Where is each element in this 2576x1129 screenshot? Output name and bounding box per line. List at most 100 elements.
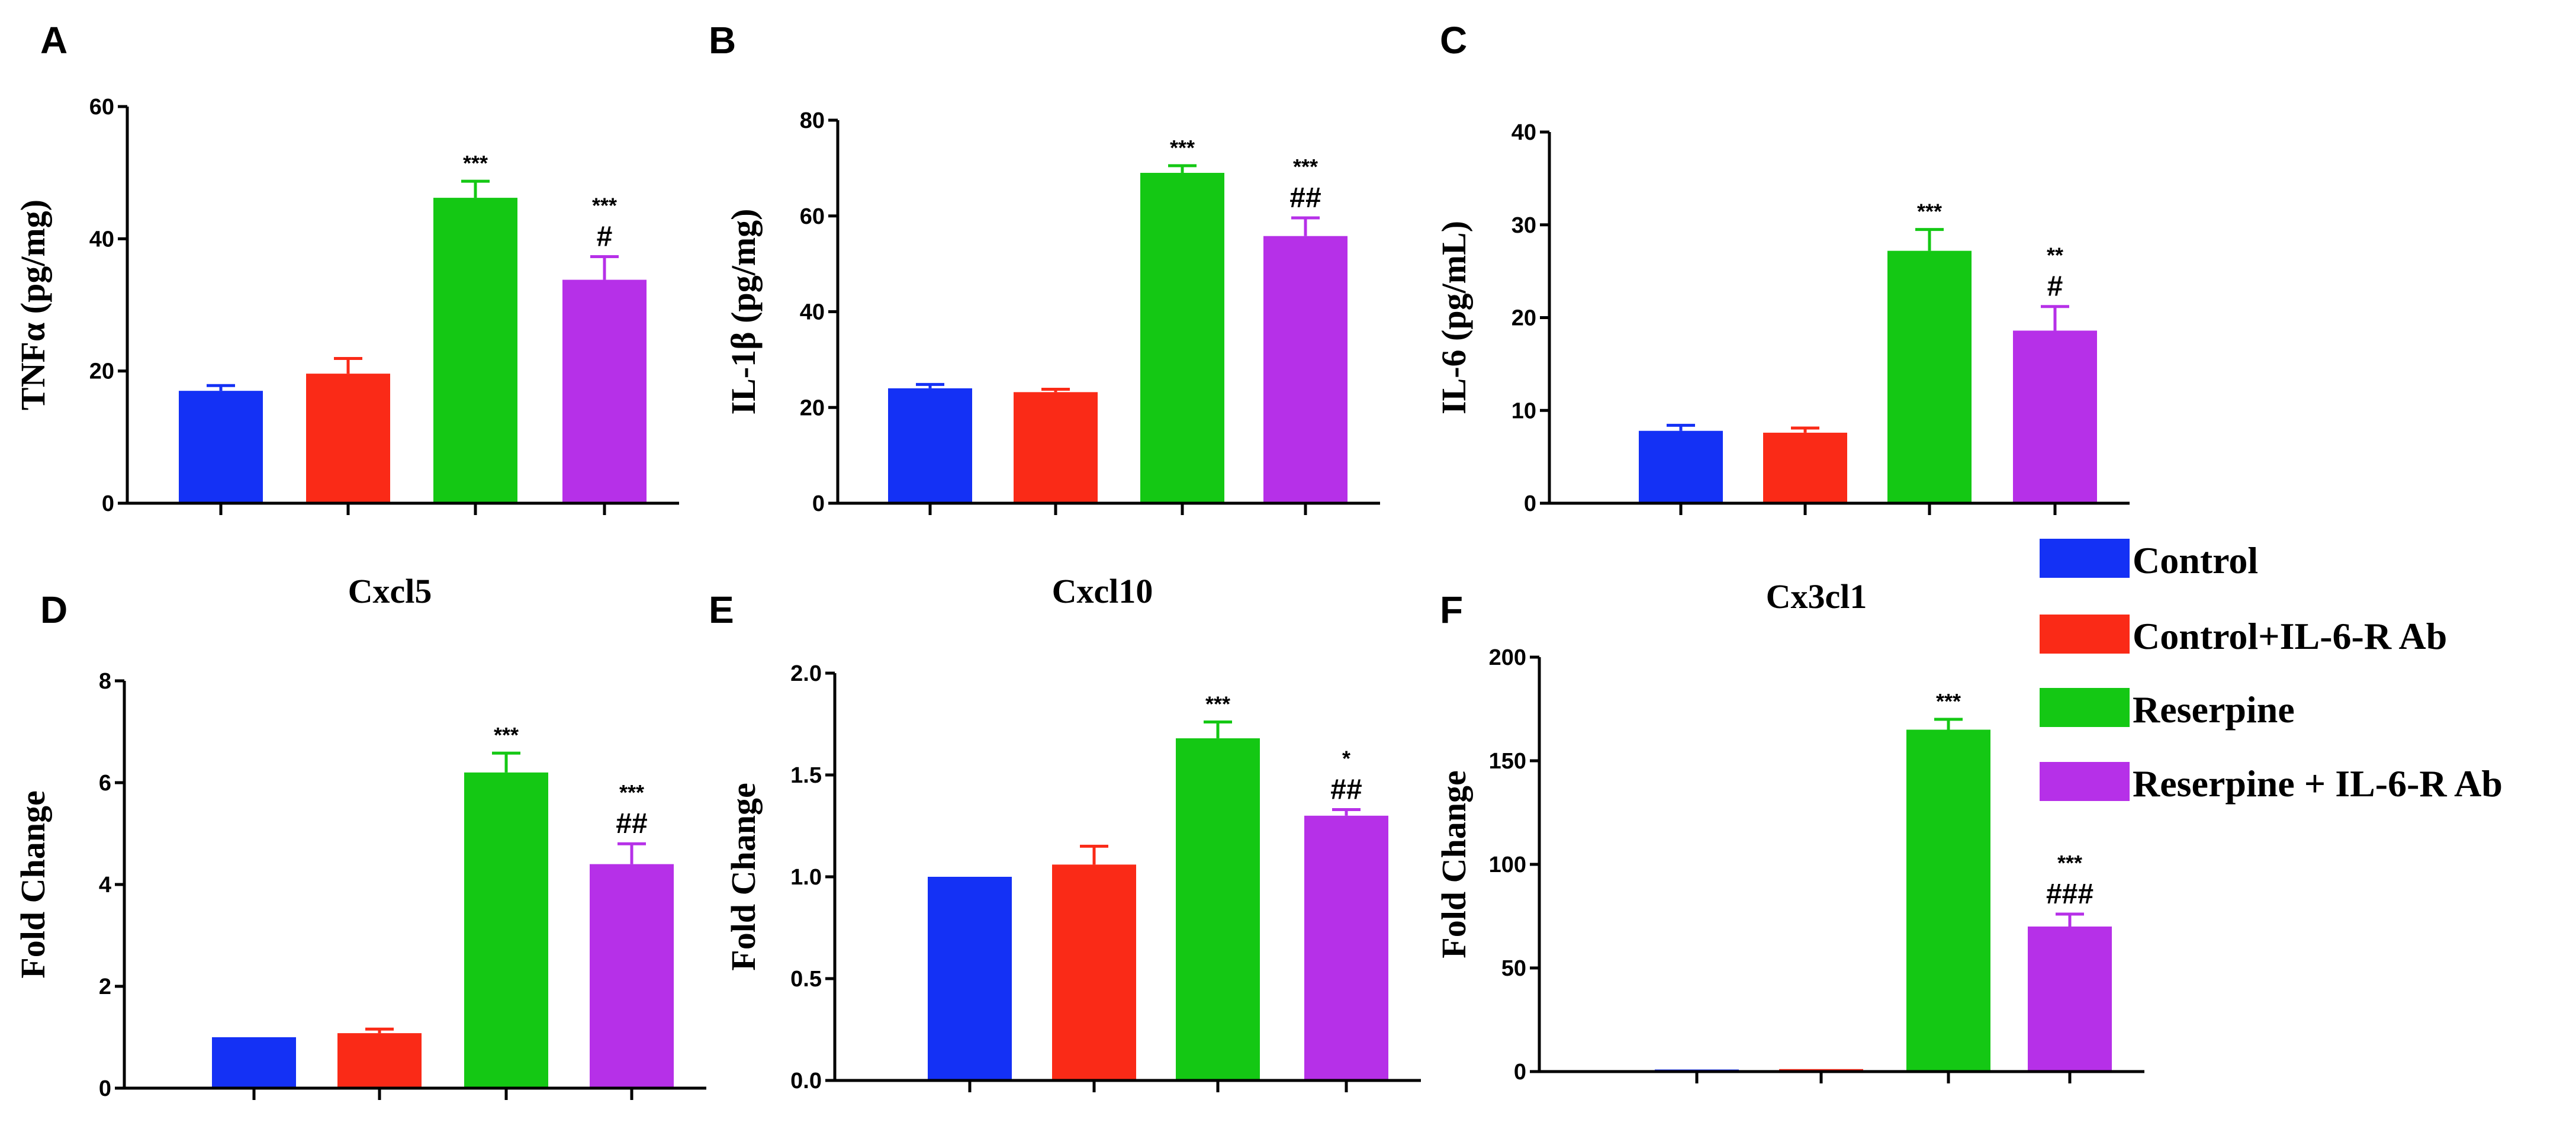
bar-4 [2013,330,2097,503]
significance-stars: *** [463,151,488,175]
panel-c: C IL-6 (pg/mL) *** # ** 0 10 20 30 40 [1435,19,2130,516]
panel-letter: C [1440,19,1467,62]
bar-1 [928,877,1012,1080]
bar-4 [562,279,647,503]
bar-1 [1639,430,1723,503]
legend-swatch [2040,615,2130,654]
bar-4 [2028,927,2112,1072]
y-tick-label: 0.5 [790,967,822,992]
legend-item: Control+IL-6-R Ab [2040,615,2447,657]
bar-3 [464,772,548,1088]
y-axis-label: Fold Change [14,790,52,978]
legend-label: Control [2133,539,2258,581]
legend-item: Reserpine + IL-6-R Ab [2040,762,2503,805]
bar-4 [1263,236,1348,503]
significance-hash: ## [1330,774,1362,805]
bar-3 [1176,738,1260,1080]
significance-stars: *** [592,193,617,217]
legend-swatch [2040,539,2130,578]
y-tick-label: 1.5 [790,763,822,788]
significance-stars: *** [1917,200,1942,224]
significance-stars: *** [1936,689,1961,713]
y-tick-label: 1.0 [790,865,822,890]
y-tick-label: 0 [1514,1060,1526,1085]
y-tick-label: 60 [800,204,825,229]
bar-4 [590,864,674,1088]
y-tick-label: 100 [1489,853,1526,877]
legend: Control Control+IL-6-R Ab Reserpine Reserpi… [2040,539,2503,805]
panel-title: Cx3cl1 [1766,577,1867,616]
panel-letter: D [40,588,67,631]
panel-e: E Cxcl10 Fold Change *** ## * 0.0 0.5 1.0 1.5 2.0 [709,572,1421,1093]
y-tick-label: 6 [99,771,111,796]
bar-1 [888,388,972,503]
significance-hash: # [597,221,613,252]
significance-stars: * [1342,746,1350,770]
significance-stars: *** [2057,851,2082,875]
y-axis-label: TNFα (pg/mg) [14,200,52,410]
y-tick-label: 60 [89,95,114,120]
bar-3 [1906,729,1990,1072]
y-tick-label: 0.0 [790,1069,822,1093]
y-tick-label: 0 [99,1076,111,1101]
panel-f: F Cx3cl1 Fold Change *** ### *** 0 50 100 150 200 [1435,577,2144,1085]
y-axis-label: IL-6 (pg/mL) [1435,221,1473,414]
y-tick-label: 40 [800,300,825,325]
significance-stars: *** [1205,692,1230,716]
y-tick-label: 80 [800,108,825,133]
panel-letter: F [1440,588,1463,631]
significance-stars: *** [619,780,644,805]
y-tick-label: 200 [1489,645,1526,670]
legend-item: Control [2040,539,2258,581]
significance-hash: ## [616,808,647,839]
legend-item: Reserpine [2040,688,2295,731]
y-tick-label: 2.0 [790,661,822,686]
y-tick-label: 20 [1511,306,1536,331]
panel-letter: A [40,19,67,62]
significance-hash: ### [2046,879,2093,910]
bar-2 [1014,392,1098,503]
significance-stars: *** [494,723,519,747]
y-tick-label: 2 [99,974,111,999]
bar-2 [1763,432,1847,503]
panel-title: Cxcl5 [348,572,432,610]
bar-1 [179,391,263,503]
bar-2 [337,1033,422,1088]
bar-1 [212,1037,296,1088]
y-tick-label: 20 [89,359,114,384]
y-tick-label: 40 [1511,120,1536,145]
bar-4 [1304,815,1388,1080]
y-axis-label: Fold Change [1435,770,1473,958]
legend-swatch [2040,762,2130,801]
y-tick-label: 4 [99,873,111,898]
bar-3 [1140,172,1224,503]
legend-label: Reserpine + IL-6-R Ab [2133,763,2503,805]
y-tick-label: 150 [1489,749,1526,774]
significance-stars: *** [1293,155,1318,179]
bar-3 [433,198,517,504]
panel-d: D Cxcl5 Fold Change *** ## *** 0 2 4 6 8 [14,572,706,1101]
y-tick-label: 0 [812,491,825,516]
panel-title: Cxcl10 [1052,572,1153,610]
y-tick-label: 0 [102,491,114,516]
panel-a: A TNFα (pg/mg) *** # *** 0 20 40 60 [14,19,679,516]
panel-b: B IL-1β (pg/mg) *** ## *** 0 20 40 60 80 [709,19,1380,516]
y-tick-label: 20 [800,395,825,420]
y-tick-label: 40 [89,227,114,252]
y-tick-label: 10 [1511,398,1536,423]
y-tick-label: 8 [99,669,111,694]
legend-swatch [2040,688,2130,727]
panel-letter: E [709,588,734,631]
y-tick-label: 30 [1511,213,1536,238]
significance-stars: *** [1170,136,1195,160]
y-axis-label: IL-1β (pg/mg) [724,209,763,415]
bar-2 [306,374,390,503]
legend-label: Control+IL-6-R Ab [2133,615,2447,657]
bar-3 [1887,250,1972,503]
y-tick-label: 0 [1524,491,1536,516]
y-tick-label: 50 [1501,956,1526,981]
significance-stars: ** [2047,243,2063,268]
panel-letter: B [709,19,736,62]
significance-hash: ## [1289,182,1321,214]
